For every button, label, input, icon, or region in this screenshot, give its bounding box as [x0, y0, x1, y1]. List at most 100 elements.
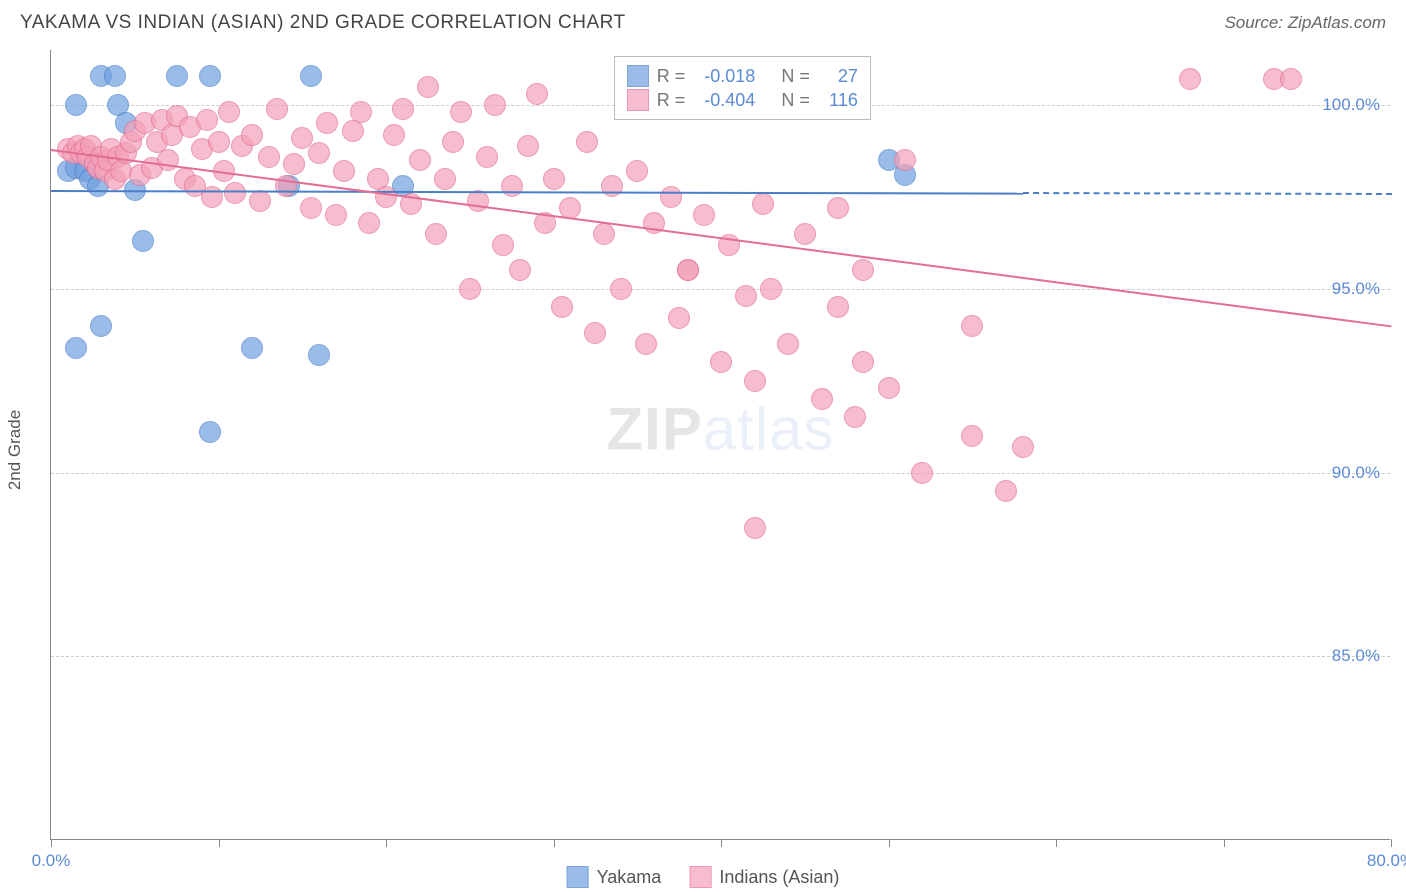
x-tick — [721, 839, 722, 847]
stats-legend-row: R = -0.404 N = 116 — [627, 89, 858, 111]
data-point — [350, 101, 372, 123]
data-point — [744, 370, 766, 392]
x-tick — [51, 839, 52, 847]
x-tick — [1391, 839, 1392, 847]
series-legend: Yakama Indians (Asian) — [567, 866, 840, 888]
legend-swatch — [689, 866, 711, 888]
data-point — [852, 351, 874, 373]
legend-swatch — [627, 65, 649, 87]
data-point — [224, 182, 246, 204]
data-point — [484, 94, 506, 116]
data-point — [417, 76, 439, 98]
x-tick — [219, 839, 220, 847]
source-label: Source: ZipAtlas.com — [1224, 13, 1386, 33]
chart-title: YAKAMA VS INDIAN (ASIAN) 2ND GRADE CORRE… — [20, 12, 626, 34]
watermark: ZIPatlas — [606, 394, 834, 463]
y-tick-label: 85.0% — [1332, 646, 1380, 666]
legend-item: Yakama — [567, 866, 662, 888]
data-point — [827, 296, 849, 318]
x-tick — [889, 839, 890, 847]
gridline — [51, 289, 1390, 290]
data-point — [961, 315, 983, 337]
data-point — [358, 212, 380, 234]
data-point — [308, 344, 330, 366]
gridline — [51, 656, 1390, 657]
data-point — [266, 98, 288, 120]
y-tick-label: 90.0% — [1332, 463, 1380, 483]
data-point — [258, 146, 280, 168]
data-point — [593, 223, 615, 245]
data-point — [794, 223, 816, 245]
data-point — [300, 65, 322, 87]
y-tick-label: 95.0% — [1332, 279, 1380, 299]
stat-label-n: N = — [781, 90, 810, 111]
data-point — [241, 124, 263, 146]
scatter-plot: ZIPatlas 85.0%90.0%95.0%100.0%0.0%80.0%R… — [50, 50, 1390, 840]
data-point — [196, 109, 218, 131]
y-axis-label: 2nd Grade — [5, 410, 25, 490]
data-point — [442, 131, 464, 153]
data-point — [218, 101, 240, 123]
data-point — [735, 285, 757, 307]
data-point — [325, 204, 347, 226]
data-point — [1280, 68, 1302, 90]
data-point — [760, 278, 782, 300]
data-point — [459, 278, 481, 300]
gridline — [51, 473, 1390, 474]
x-tick — [386, 839, 387, 847]
data-point — [308, 142, 330, 164]
data-point — [241, 337, 263, 359]
x-tick — [1224, 839, 1225, 847]
data-point — [827, 197, 849, 219]
data-point — [104, 65, 126, 87]
data-point — [677, 259, 699, 281]
data-point — [201, 186, 223, 208]
data-point — [1012, 436, 1034, 458]
stat-label-r: R = — [657, 90, 686, 111]
data-point — [610, 278, 632, 300]
data-point — [383, 124, 405, 146]
stat-label-n: N = — [781, 66, 810, 87]
x-tick — [554, 839, 555, 847]
data-point — [392, 98, 414, 120]
data-point — [409, 149, 431, 171]
data-point — [157, 149, 179, 171]
data-point — [576, 131, 598, 153]
stat-value-r: -0.018 — [693, 66, 755, 87]
data-point — [710, 351, 732, 373]
x-tick-label: 0.0% — [32, 851, 71, 871]
stats-legend: R = -0.018 N = 27R = -0.404 N = 116 — [614, 56, 871, 120]
data-point — [333, 160, 355, 182]
legend-swatch — [627, 89, 649, 111]
data-point — [601, 175, 623, 197]
data-point — [509, 259, 531, 281]
data-point — [911, 462, 933, 484]
data-point — [65, 94, 87, 116]
legend-label: Yakama — [597, 867, 662, 888]
data-point — [961, 425, 983, 447]
data-point — [501, 175, 523, 197]
stat-value-n: 27 — [818, 66, 858, 87]
data-point — [693, 204, 715, 226]
legend-item: Indians (Asian) — [689, 866, 839, 888]
data-point — [375, 186, 397, 208]
data-point — [166, 65, 188, 87]
data-point — [450, 101, 472, 123]
data-point — [199, 421, 221, 443]
data-point — [208, 131, 230, 153]
stats-legend-row: R =-0.018 N =27 — [627, 65, 858, 87]
data-point — [517, 135, 539, 157]
data-point — [543, 168, 565, 190]
data-point — [425, 223, 447, 245]
data-point — [476, 146, 498, 168]
data-point — [526, 83, 548, 105]
stat-value-r: -0.404 — [693, 90, 755, 111]
stat-value-n: 116 — [818, 90, 858, 111]
data-point — [584, 322, 606, 344]
data-point — [316, 112, 338, 134]
x-tick — [1056, 839, 1057, 847]
data-point — [626, 160, 648, 182]
data-point — [551, 296, 573, 318]
data-point — [635, 333, 657, 355]
data-point — [878, 377, 900, 399]
